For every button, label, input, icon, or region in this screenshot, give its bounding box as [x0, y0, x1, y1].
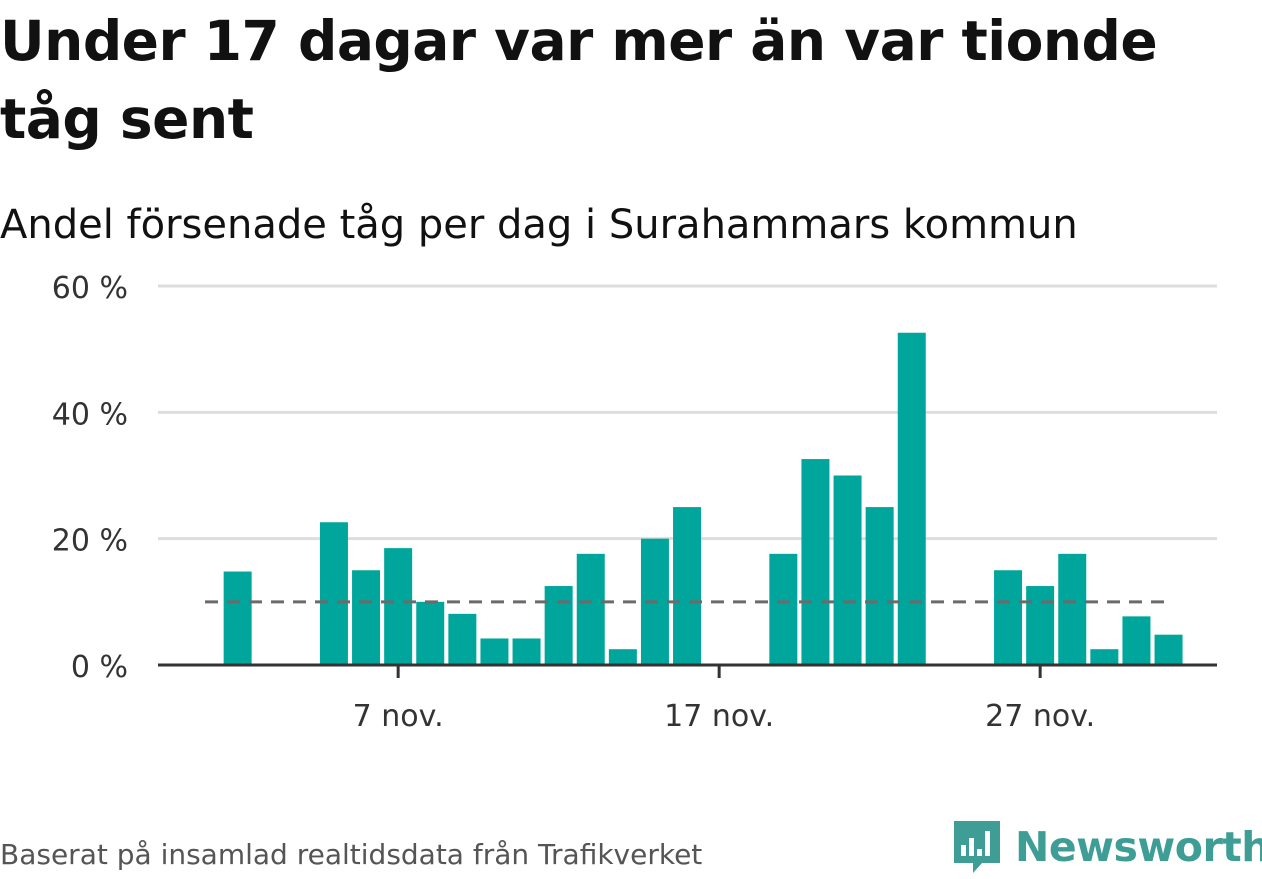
x-axis-ticks: 7 nov. 17 nov. 27 nov.	[353, 665, 1095, 734]
bar	[897, 332, 926, 665]
x-tick-label: 27 nov.	[985, 699, 1095, 734]
y-tick-label: 60 %	[52, 271, 128, 306]
bar	[319, 522, 348, 665]
bar	[608, 649, 637, 665]
x-tick-label: 7 nov.	[353, 699, 444, 734]
bar	[223, 571, 252, 665]
y-axis-tick-labels: 0 % 20 % 40 % 60 %	[52, 271, 128, 685]
bar	[865, 507, 894, 665]
bar	[801, 459, 830, 665]
brand-name: Newsworthy	[1015, 823, 1262, 871]
chart-title: Under 17 dagar var mer än var tionde tåg…	[0, 9, 1158, 151]
newsworthy-logo: Newsworthy	[951, 818, 1262, 876]
bar	[1122, 616, 1151, 665]
bar	[994, 570, 1023, 665]
bar	[1154, 634, 1183, 665]
bar	[480, 638, 509, 665]
bar	[673, 507, 702, 665]
bar	[769, 553, 798, 665]
y-tick-label: 0 %	[71, 650, 128, 685]
source-note: Baserat på insamlad realtidsdata från Tr…	[0, 838, 703, 871]
bar	[544, 586, 573, 665]
y-tick-label: 40 %	[52, 397, 128, 432]
bar	[1026, 586, 1055, 665]
bar	[384, 548, 413, 665]
bar	[833, 475, 862, 665]
y-tick-label: 20 %	[52, 524, 128, 559]
newsworthy-chart-icon	[954, 821, 1000, 873]
bar	[352, 570, 381, 665]
bars	[223, 332, 1183, 665]
bar	[448, 613, 477, 665]
gridlines	[158, 284, 1217, 541]
bar	[1058, 553, 1087, 665]
bar	[512, 638, 541, 665]
bar	[576, 553, 605, 665]
bar-chart: 0 % 20 % 40 % 60 % 7 nov. 17 nov. 27 nov.	[52, 271, 1217, 734]
chart-subtitle: Andel försenade tåg per dag i Surahammar…	[0, 202, 1078, 248]
bar	[1090, 649, 1119, 665]
bar	[416, 601, 445, 665]
x-tick-label: 17 nov.	[664, 699, 774, 734]
